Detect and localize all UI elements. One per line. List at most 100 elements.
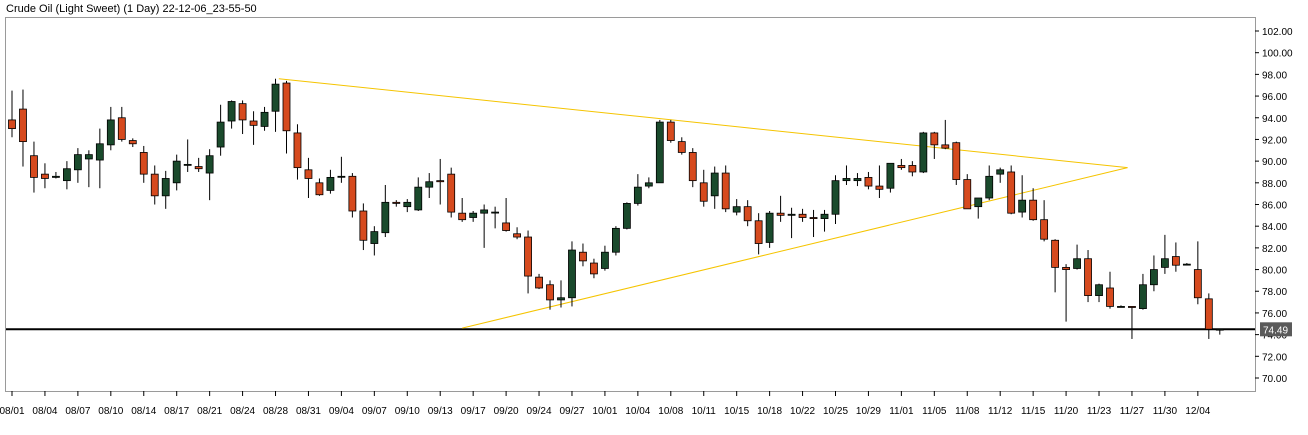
candle <box>271 78 280 132</box>
candle-body <box>677 141 686 153</box>
candle <box>172 154 181 191</box>
x-tick-label: 09/13 <box>428 406 453 417</box>
candle <box>622 202 631 230</box>
candle-body <box>1062 266 1070 270</box>
candle-body <box>480 209 489 214</box>
candle <box>73 148 82 183</box>
candle-body <box>941 144 950 149</box>
candle <box>941 119 950 150</box>
candle <box>864 171 873 190</box>
candle-body <box>1095 284 1103 296</box>
candle-body <box>601 251 609 269</box>
candle-body <box>106 119 115 146</box>
x-tick-label: 09/10 <box>395 406 420 417</box>
candles-group <box>8 78 1224 339</box>
candle <box>106 106 115 151</box>
candle-body <box>787 213 796 216</box>
candle-body <box>513 233 521 238</box>
candle <box>601 245 609 271</box>
candle-body <box>809 217 818 219</box>
candle <box>787 207 796 239</box>
candle-body <box>8 119 16 129</box>
candle <box>1193 241 1202 305</box>
candle <box>1161 234 1169 274</box>
candle-body <box>315 182 324 196</box>
candle <box>436 158 445 205</box>
y-tick-label: 90.00 <box>1262 157 1287 168</box>
candle-body <box>1204 298 1213 330</box>
candle <box>985 165 994 201</box>
candle-body <box>688 152 697 182</box>
candle-body <box>721 172 730 210</box>
candle <box>63 161 71 190</box>
candle <box>930 131 939 159</box>
candle <box>798 208 807 222</box>
candle <box>19 89 27 167</box>
x-tick-label: 09/20 <box>494 406 519 417</box>
candle-body <box>612 227 620 253</box>
candle-body <box>172 160 181 184</box>
x-tick-label: 08/28 <box>263 406 288 417</box>
candle <box>699 169 708 207</box>
candle <box>359 203 368 251</box>
candle-body <box>546 284 554 301</box>
candle <box>721 165 730 213</box>
candle <box>831 175 840 225</box>
x-tick-label: 08/04 <box>32 406 57 417</box>
x-tick-label: 08/01 <box>0 406 25 417</box>
x-tick-label: 08/10 <box>98 406 123 417</box>
candle <box>1073 244 1081 270</box>
trendline-1 <box>278 78 1128 169</box>
candle-body <box>699 182 708 202</box>
x-tick-label: 10/11 <box>692 406 717 417</box>
candle-body <box>414 186 423 211</box>
candle <box>128 138 137 148</box>
candle-body <box>579 251 587 262</box>
candle-body <box>95 143 104 161</box>
title-background <box>1 0 1307 16</box>
candle-body <box>524 236 532 277</box>
candle <box>1007 165 1016 215</box>
y-tick-label: 80.00 <box>1262 266 1287 277</box>
candle <box>579 243 587 267</box>
candle <box>1150 255 1158 292</box>
candle-body <box>348 175 357 212</box>
candle-body <box>765 212 774 243</box>
x-tick-label: 10/04 <box>625 406 650 417</box>
candle <box>52 171 60 179</box>
candle <box>315 178 324 196</box>
candle <box>381 184 390 238</box>
candle <box>809 209 818 238</box>
candle-body <box>776 212 785 216</box>
candle-body <box>633 186 642 204</box>
candle <box>30 141 38 193</box>
x-tick-label: 09/17 <box>461 406 486 417</box>
candle-body <box>666 121 675 141</box>
x-tick-label: 08/17 <box>164 406 189 417</box>
candle <box>1117 305 1125 308</box>
y-tick-label: 82.00 <box>1262 244 1287 255</box>
candle <box>502 197 511 232</box>
candle <box>1182 263 1191 266</box>
candle <box>1051 239 1059 293</box>
candle-body <box>820 213 829 219</box>
candle-body <box>260 111 269 127</box>
candle-body <box>644 182 653 187</box>
candle <box>633 174 642 206</box>
candle-body <box>249 120 258 126</box>
price-tag-label: 74.49 <box>1263 325 1288 336</box>
candle-body <box>183 163 192 166</box>
candle <box>41 163 49 189</box>
candle-body <box>139 152 148 175</box>
candle-body <box>930 132 939 146</box>
candle-body <box>743 206 752 222</box>
candle <box>820 209 829 232</box>
candle-body <box>798 213 807 218</box>
y-tick-label: 100.00 <box>1262 49 1293 60</box>
candle <box>1106 271 1114 309</box>
candle-body <box>238 103 247 121</box>
candle-body <box>754 220 763 244</box>
candle <box>875 165 884 198</box>
x-tick-label: 11/08 <box>955 406 980 417</box>
